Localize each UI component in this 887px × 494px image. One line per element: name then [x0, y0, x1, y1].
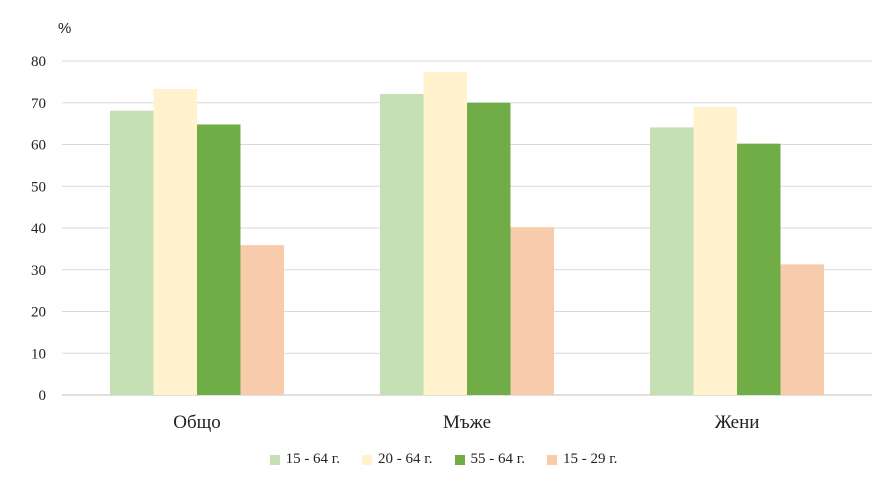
y-tick-label: 10	[31, 346, 46, 362]
bar	[650, 127, 694, 395]
legend-swatch	[269, 454, 280, 465]
legend-label: 55 - 64 г.	[470, 451, 525, 467]
bar	[510, 227, 554, 395]
legend-label: 15 - 64 г.	[285, 451, 341, 467]
y-tick-label: 50	[31, 179, 46, 195]
legend-item: 55 - 64 г.	[454, 451, 525, 468]
legend-item: 15 - 64 г.	[269, 451, 341, 468]
bar	[197, 124, 241, 396]
bar	[693, 106, 737, 396]
legend: 15 - 64 г. 20 - 64 г. 55 - 64 г. 15 - 29 г.	[0, 451, 887, 468]
y-tick-label: 80	[31, 54, 46, 70]
bar	[153, 88, 197, 395]
bar	[380, 93, 424, 396]
legend-item: 20 - 64 г.	[362, 451, 433, 468]
bar	[780, 264, 824, 395]
x-tick-label: Жени	[715, 412, 760, 433]
y-tick-label: 60	[31, 138, 46, 154]
legend-swatch	[454, 454, 465, 465]
bars	[110, 71, 824, 396]
legend-label: 20 - 64 г.	[378, 451, 433, 467]
y-tick-label: 40	[31, 221, 46, 237]
y-axis-ticks: 0 10 20 30 40 50 60 70 80	[31, 54, 46, 404]
bar	[110, 110, 154, 396]
y-tick-label: 30	[31, 263, 46, 279]
bar	[240, 245, 284, 395]
x-axis-ticks: Общо Мъже Жени	[173, 412, 759, 433]
legend-swatch	[362, 454, 373, 465]
x-tick-label: Мъже	[443, 412, 491, 433]
bar	[737, 143, 781, 395]
bar	[467, 102, 511, 395]
bar	[423, 71, 467, 395]
legend-label: 15 - 29 г.	[562, 451, 618, 467]
y-tick-label: 0	[39, 388, 47, 404]
x-tick-label: Общо	[173, 412, 221, 433]
legend-swatch	[546, 454, 557, 465]
unit-label: %	[58, 20, 72, 37]
legend-item: 15 - 29 г.	[546, 451, 618, 468]
y-tick-label: 70	[31, 96, 46, 112]
y-tick-label: 20	[31, 305, 46, 321]
